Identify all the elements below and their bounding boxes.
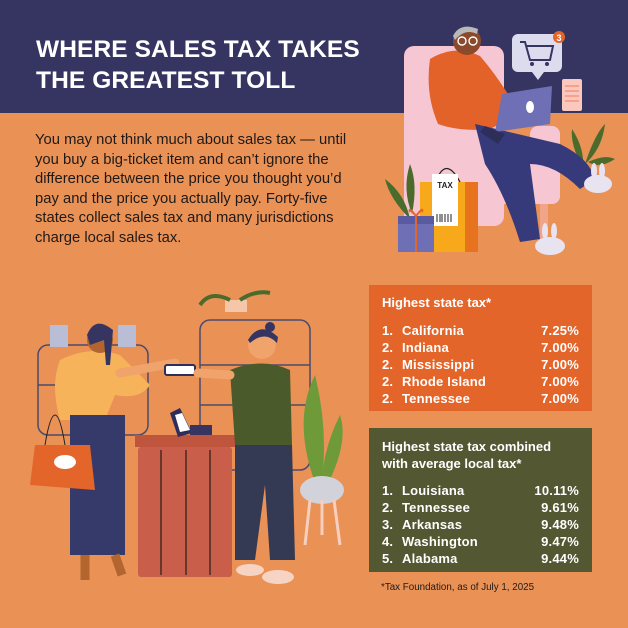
state-name: Mississippi	[402, 356, 475, 372]
tax-rate: 7.00%	[541, 390, 579, 406]
tax-rate: 9.61%	[541, 500, 579, 515]
state-name: Indiana	[402, 339, 449, 355]
bunny-slipper-icon	[535, 237, 565, 255]
list-item: 2. Rhode Island 7.00%	[382, 373, 579, 390]
tax-rate: 7.00%	[541, 373, 579, 389]
man-torso-icon	[428, 50, 520, 130]
state-name: Tennessee	[402, 390, 471, 406]
rank: 2.	[382, 500, 394, 515]
gift-box-icon	[398, 208, 434, 252]
page-title: WHERE SALES TAX TAKES THE GREATEST TOLL	[36, 36, 360, 94]
intro-paragraph: You may not think much about sales tax —…	[35, 132, 347, 246]
card-terminal-icon	[170, 408, 212, 437]
list-item: 5. Alabama 9.44%	[382, 550, 579, 567]
rank: 5.	[382, 551, 394, 566]
tax-rate: 9.47%	[541, 534, 579, 549]
rank: 1.	[382, 322, 394, 338]
state-name: Rhode Island	[402, 373, 487, 389]
receipt-card-icon	[562, 79, 582, 111]
tax-label: TAX	[437, 181, 453, 190]
counter-icon	[135, 435, 235, 577]
list-item: 3. Arkansas 9.48%	[382, 516, 579, 533]
online-shopper-illustration: 3 TAX	[385, 26, 615, 255]
bunny-slipper-icon	[584, 175, 612, 193]
shopping-bag-icon	[30, 414, 95, 490]
list-item: 4. Washington 9.47%	[382, 533, 579, 550]
rank: 2.	[382, 339, 394, 355]
state-name: California	[402, 322, 464, 338]
phone-icon	[164, 364, 196, 376]
plant-left-icon	[385, 164, 415, 219]
tax-rate: 7.00%	[541, 356, 579, 372]
potted-plant-icon	[300, 375, 344, 546]
state-name: Arkansas	[402, 517, 463, 532]
state-name: Louisiana	[402, 483, 465, 498]
list-item: 2. Mississippi 7.00%	[382, 356, 579, 373]
tax-rate: 9.44%	[541, 551, 579, 566]
highest-state-tax-heading: Highest state tax*	[382, 295, 492, 310]
tax-rate: 10.11%	[534, 483, 579, 498]
cart-badge-count: 3	[556, 33, 561, 43]
rank: 1.	[382, 483, 394, 498]
laptop-icon	[495, 86, 552, 132]
rank: 4.	[382, 534, 394, 549]
tax-rate: 7.00%	[541, 339, 579, 355]
list-item: 1. Louisiana 10.11%	[382, 482, 579, 499]
list-item: 2. Indiana 7.00%	[382, 339, 579, 356]
man-legs-icon	[475, 124, 595, 242]
tax-rate: 7.25%	[541, 322, 579, 338]
rank: 2.	[382, 356, 394, 372]
tax-rate: 9.48%	[541, 517, 579, 532]
rank: 3.	[382, 517, 394, 532]
cashier-icon	[193, 322, 295, 584]
state-name: Tennessee	[402, 500, 471, 515]
state-name: Washington	[402, 534, 478, 549]
rank: 2.	[382, 373, 394, 389]
rank: 2.	[382, 390, 394, 406]
highest-state-tax-panel: Highest state tax* 1. California 7.25% 2…	[369, 285, 592, 411]
list-item: 1. California 7.25%	[382, 322, 579, 339]
cart-notification-icon: 3	[512, 31, 565, 80]
combined-tax-heading: Highest state tax combined with average …	[382, 439, 552, 471]
source-footnote: *Tax Foundation, as of July 1, 2025	[381, 582, 535, 593]
checkout-scene-illustration	[30, 290, 344, 584]
list-item: 2. Tennessee 9.61%	[382, 499, 579, 516]
state-name: Alabama	[402, 551, 458, 566]
combined-tax-panel: Highest state tax combined with average …	[369, 428, 592, 572]
list-item: 2. Tennessee 7.00%	[382, 390, 579, 407]
